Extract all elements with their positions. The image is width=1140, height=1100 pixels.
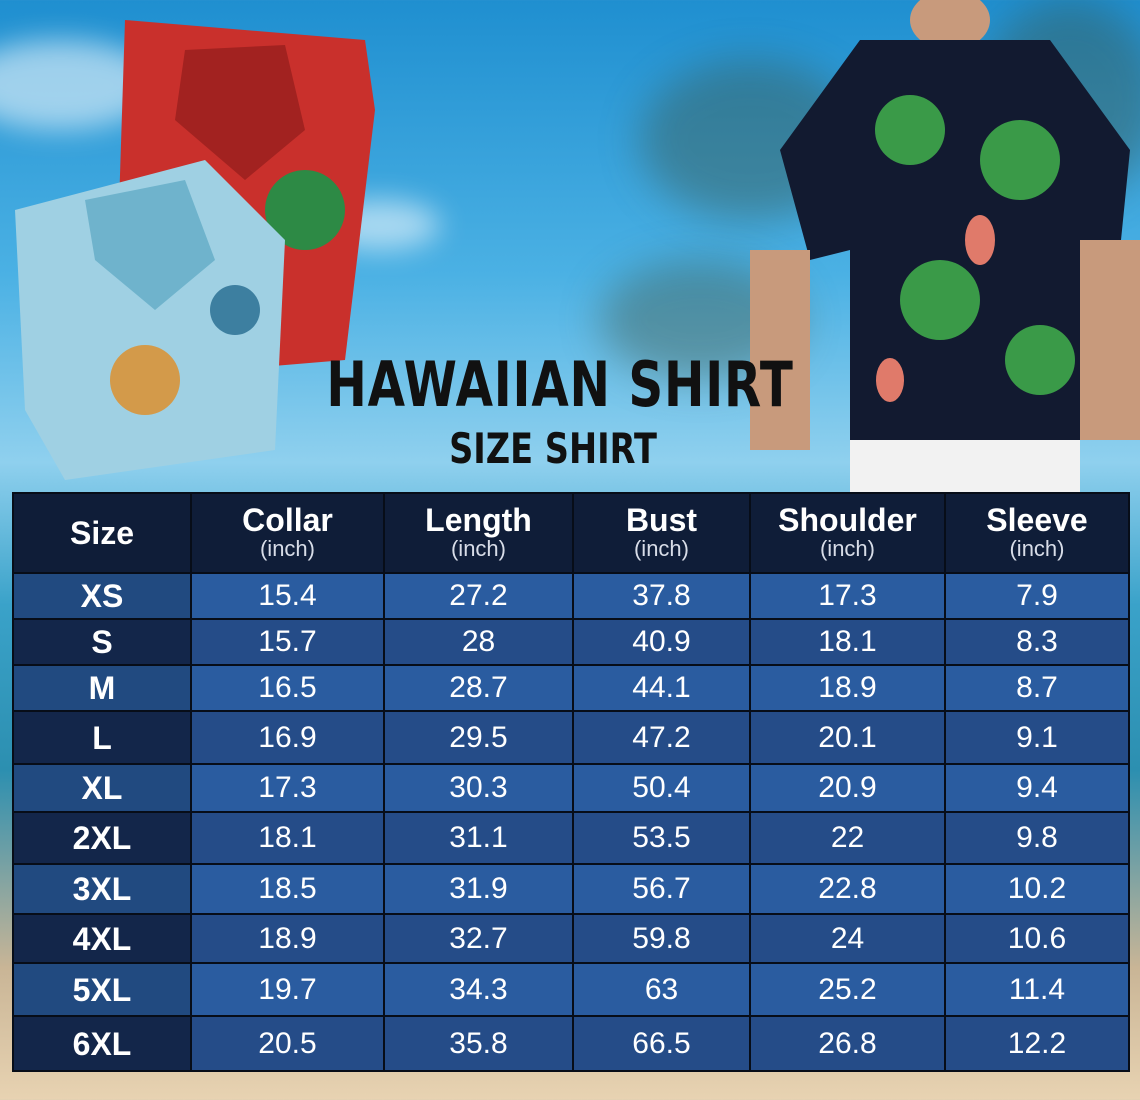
measurement-cell: 22.8 bbox=[749, 863, 946, 915]
table-row: M 16.5 28.7 44.1 18.9 8.7 bbox=[12, 664, 1130, 712]
model-shirt-image bbox=[750, 0, 1140, 492]
measurement-cell: 20.1 bbox=[749, 710, 946, 765]
header-unit: (inch) bbox=[259, 536, 315, 561]
measurement-cell: 18.9 bbox=[190, 913, 385, 964]
header-label: Size bbox=[69, 515, 135, 551]
measurement-cell: 8.7 bbox=[944, 664, 1130, 712]
table-row: 6XL 20.5 35.8 66.5 26.8 12.2 bbox=[12, 1015, 1130, 1072]
measurement-cell: 18.5 bbox=[190, 863, 385, 915]
table-row: S 15.7 28 40.9 18.1 8.3 bbox=[12, 618, 1130, 666]
measurement-cell: 12.2 bbox=[944, 1015, 1130, 1072]
size-cell: M bbox=[12, 664, 192, 712]
measurement-cell: 63 bbox=[572, 962, 751, 1017]
measurement-cell: 18.1 bbox=[749, 618, 946, 666]
measurement-cell: 40.9 bbox=[572, 618, 751, 666]
measurement-cell: 26.8 bbox=[749, 1015, 946, 1072]
table-row: 2XL 18.1 31.1 53.5 22 9.8 bbox=[12, 811, 1130, 865]
measurement-cell: 22 bbox=[749, 811, 946, 865]
header-size: Size bbox=[12, 492, 192, 574]
table-header-row: Size Collar (inch) Length (inch) Bust (inch… bbox=[12, 492, 1130, 574]
measurement-cell: 16.9 bbox=[190, 710, 385, 765]
size-cell: XS bbox=[12, 572, 192, 620]
header-unit: (inch) bbox=[1009, 536, 1065, 561]
size-cell: 3XL bbox=[12, 863, 192, 915]
measurement-cell: 53.5 bbox=[572, 811, 751, 865]
measurement-cell: 31.9 bbox=[383, 863, 574, 915]
measurement-cell: 20.5 bbox=[190, 1015, 385, 1072]
table-row: 5XL 19.7 34.3 63 25.2 11.4 bbox=[12, 962, 1130, 1017]
size-cell: 5XL bbox=[12, 962, 192, 1017]
measurement-cell: 27.2 bbox=[383, 572, 574, 620]
header-label: Sleeve bbox=[986, 502, 1088, 538]
measurement-cell: 30.3 bbox=[383, 763, 574, 813]
measurement-cell: 28.7 bbox=[383, 664, 574, 712]
header-collar: Collar (inch) bbox=[190, 492, 385, 574]
measurement-cell: 34.3 bbox=[383, 962, 574, 1017]
size-cell: 4XL bbox=[12, 913, 192, 964]
folded-shirts-image bbox=[15, 20, 375, 480]
table-row: 4XL 18.9 32.7 59.8 24 10.6 bbox=[12, 913, 1130, 964]
measurement-cell: 31.1 bbox=[383, 811, 574, 865]
page-title: HAWAIIAN SHIRT bbox=[326, 348, 794, 421]
header-label: Shoulder bbox=[778, 502, 917, 538]
measurement-cell: 7.9 bbox=[944, 572, 1130, 620]
measurement-cell: 11.4 bbox=[944, 962, 1130, 1017]
measurement-cell: 9.4 bbox=[944, 763, 1130, 813]
measurement-cell: 50.4 bbox=[572, 763, 751, 813]
table-row: XS 15.4 27.2 37.8 17.3 7.9 bbox=[12, 572, 1130, 620]
measurement-cell: 28 bbox=[383, 618, 574, 666]
measurement-cell: 19.7 bbox=[190, 962, 385, 1017]
measurement-cell: 10.6 bbox=[944, 913, 1130, 964]
measurement-cell: 16.5 bbox=[190, 664, 385, 712]
header-shoulder: Shoulder (inch) bbox=[749, 492, 946, 574]
measurement-cell: 44.1 bbox=[572, 664, 751, 712]
measurement-cell: 18.1 bbox=[190, 811, 385, 865]
measurement-cell: 17.3 bbox=[190, 763, 385, 813]
header-unit: (inch) bbox=[819, 536, 875, 561]
header-label: Bust bbox=[625, 502, 698, 538]
measurement-cell: 15.4 bbox=[190, 572, 385, 620]
measurement-cell: 32.7 bbox=[383, 913, 574, 964]
size-cell: 6XL bbox=[12, 1015, 192, 1072]
header-unit: (inch) bbox=[633, 536, 689, 561]
measurement-cell: 18.9 bbox=[749, 664, 946, 712]
header-label: Collar bbox=[242, 502, 333, 538]
header-length: Length (inch) bbox=[383, 492, 574, 574]
measurement-cell: 56.7 bbox=[572, 863, 751, 915]
measurement-cell: 9.1 bbox=[944, 710, 1130, 765]
measurement-cell: 25.2 bbox=[749, 962, 946, 1017]
table-row: XL 17.3 30.3 50.4 20.9 9.4 bbox=[12, 763, 1130, 813]
header-unit: (inch) bbox=[450, 536, 506, 561]
measurement-cell: 66.5 bbox=[572, 1015, 751, 1072]
size-cell: L bbox=[12, 710, 192, 765]
size-cell: 2XL bbox=[12, 811, 192, 865]
size-cell: S bbox=[12, 618, 192, 666]
page-subtitle: SIZE SHIRT bbox=[449, 424, 657, 473]
header-sleeve: Sleeve (inch) bbox=[944, 492, 1130, 574]
size-table: Size Collar (inch) Length (inch) Bust (inch… bbox=[12, 492, 1130, 1072]
measurement-cell: 8.3 bbox=[944, 618, 1130, 666]
header-label: Length bbox=[425, 502, 532, 538]
measurement-cell: 15.7 bbox=[190, 618, 385, 666]
measurement-cell: 29.5 bbox=[383, 710, 574, 765]
measurement-cell: 17.3 bbox=[749, 572, 946, 620]
measurement-cell: 24 bbox=[749, 913, 946, 964]
table-row: 3XL 18.5 31.9 56.7 22.8 10.2 bbox=[12, 863, 1130, 915]
measurement-cell: 20.9 bbox=[749, 763, 946, 813]
table-row: L 16.9 29.5 47.2 20.1 9.1 bbox=[12, 710, 1130, 765]
measurement-cell: 47.2 bbox=[572, 710, 751, 765]
measurement-cell: 59.8 bbox=[572, 913, 751, 964]
measurement-cell: 35.8 bbox=[383, 1015, 574, 1072]
header-bust: Bust (inch) bbox=[572, 492, 751, 574]
measurement-cell: 37.8 bbox=[572, 572, 751, 620]
measurement-cell: 10.2 bbox=[944, 863, 1130, 915]
measurement-cell: 9.8 bbox=[944, 811, 1130, 865]
size-cell: XL bbox=[12, 763, 192, 813]
